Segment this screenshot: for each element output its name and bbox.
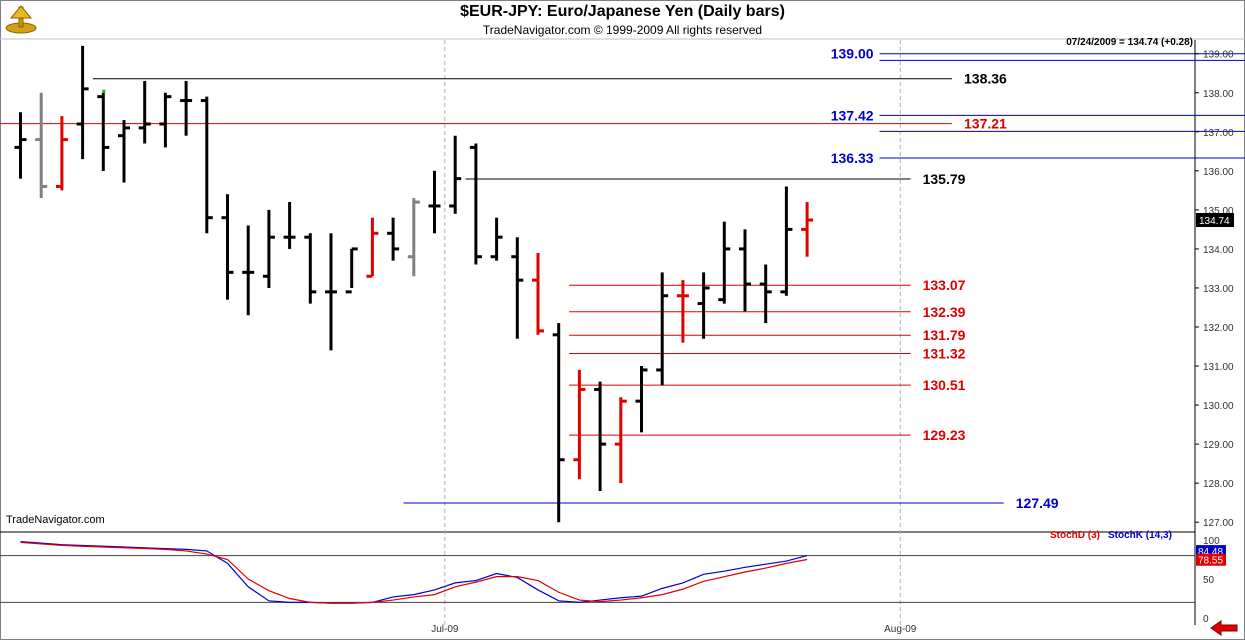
ohlc-bar — [97, 92, 110, 171]
price-tick-label: 138.00 — [1203, 89, 1234, 100]
price-tick-label: 128.00 — [1203, 479, 1234, 490]
support-resistance-levels: 139.00138.83138.36137.42137.21137.01136.… — [0, 46, 1245, 511]
level-label: 133.07 — [923, 277, 966, 293]
date-tick-label: Aug-09 — [884, 624, 917, 635]
ohlc-bar — [676, 280, 689, 343]
price-tick-label: 137.00 — [1203, 128, 1234, 139]
chart-title: $EUR-JPY: Euro/Japanese Yen (Daily bars) — [460, 3, 785, 20]
price-tick-label: 139.00 — [1203, 50, 1234, 61]
price-axis: 139.00 138.00 137.00 136.00 135.00 134.00 133.… — [1195, 50, 1234, 529]
date-tick-label: Jul-09 — [431, 624, 459, 635]
last-price-box — [1196, 213, 1234, 228]
copyright-notice: TradeNavigator.com © 1999-2009 All right… — [482, 23, 763, 37]
ohlc-bar — [221, 194, 234, 300]
stochk-value-label: 84.48 — [1198, 547, 1223, 558]
stoch-tick-label: 0 — [1203, 614, 1209, 625]
level-label: 139.00 — [831, 46, 874, 62]
ohlc-bar — [490, 217, 503, 261]
ohlc-bar — [55, 116, 68, 191]
ohlc-bar — [304, 233, 317, 304]
stochk-legend: StochK (14,3) — [1108, 530, 1172, 541]
ohlc-bar — [511, 237, 524, 339]
ohlc-bar — [718, 221, 731, 304]
ohlc-bar — [759, 264, 772, 324]
ohlc-bar — [739, 229, 751, 312]
ohlc-bar — [697, 272, 710, 339]
signal-marker — [102, 89, 106, 93]
price-tick-label: 129.00 — [1203, 440, 1234, 451]
ohlc-bar — [801, 202, 814, 257]
level-label: 138.36 — [964, 71, 1007, 87]
ohlc-bar — [656, 272, 669, 386]
ohlc-bar — [366, 217, 379, 278]
level-label: 129.23 — [923, 427, 966, 443]
last-price-label: 134.74 — [1199, 216, 1230, 227]
ohlc-bar — [449, 135, 462, 214]
date-axis: Jul-09 Aug-09 — [431, 624, 917, 635]
price-tick-label: 134.00 — [1203, 245, 1234, 256]
ohlc-bar — [387, 217, 400, 261]
ohlc-bar — [180, 81, 193, 136]
level-label: 137.42 — [831, 107, 874, 123]
ohlc-bar — [345, 247, 358, 294]
last-price-stamp: 07/24/2009 = 134.74 (+0.28) — [1066, 37, 1193, 48]
ohlc-bar — [76, 45, 89, 160]
stochk-line — [20, 540, 808, 604]
price-tick-label: 130.00 — [1203, 401, 1234, 412]
stochd-value-label: 78.55 — [1198, 556, 1223, 567]
ohlc-bar — [552, 323, 565, 523]
ohlc-bar — [573, 369, 586, 480]
level-label: 131.79 — [923, 327, 966, 343]
price-tick-label: 131.00 — [1203, 362, 1234, 373]
stoch-tick-label: 50 — [1203, 575, 1215, 586]
watermark: TradeNavigator.com — [6, 514, 105, 526]
gridlines — [444, 40, 901, 625]
ohlc-bar — [283, 202, 296, 249]
ohlc-bar — [428, 170, 441, 234]
ohlc-bar — [780, 186, 793, 296]
price-tick-label: 133.00 — [1203, 284, 1234, 295]
price-tick-label: 135.00 — [1203, 206, 1234, 217]
ohlc-bar — [35, 92, 48, 199]
ohlc-bar — [469, 143, 482, 265]
ohlc-bar — [118, 120, 130, 183]
level-label: 127.49 — [1016, 495, 1059, 511]
stochd-legend: StochD (3) — [1050, 530, 1100, 541]
ohlc-bar — [407, 198, 420, 277]
level-label: 137.21 — [964, 116, 1007, 132]
price-tick-label: 132.00 — [1203, 323, 1234, 334]
trade-navigator-logo-icon[interactable] — [4, 4, 38, 34]
ohlc-bar — [242, 225, 255, 316]
ohlc-bar — [14, 112, 27, 179]
level-label: 130.51 — [923, 377, 966, 393]
level-label: 135.79 — [923, 171, 966, 187]
stochd-value-box — [1196, 553, 1226, 566]
price-bars — [14, 45, 814, 523]
ohlc-bar — [635, 366, 648, 433]
ohlc-bar — [594, 381, 607, 491]
ohlc-bar — [159, 92, 172, 148]
level-label: 131.32 — [923, 346, 966, 362]
ohlc-bar — [138, 81, 151, 144]
ohlc-bar — [532, 252, 544, 335]
stochd-line — [20, 541, 808, 604]
stoch-tick-label: 100 — [1203, 536, 1220, 547]
ohlc-bar — [614, 397, 627, 484]
price-tick-label: 136.00 — [1203, 167, 1234, 178]
level-label: 136.33 — [831, 150, 874, 166]
price-tick-label: 127.00 — [1203, 518, 1234, 529]
scroll-right-arrow-icon[interactable] — [1209, 620, 1239, 636]
ohlc-bar — [325, 233, 337, 351]
ohlc-bar — [200, 96, 213, 234]
level-label: 132.39 — [923, 304, 966, 320]
ohlc-bar — [262, 209, 275, 288]
